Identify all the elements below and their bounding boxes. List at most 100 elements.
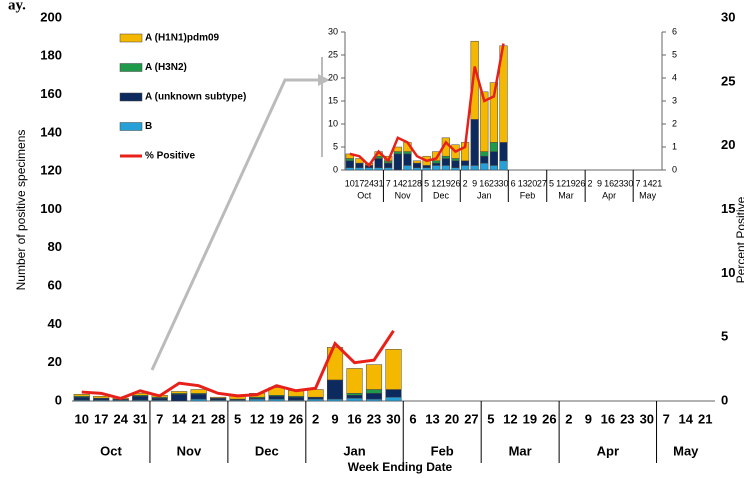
x-tick-label: 13: [518, 178, 528, 188]
y2-tick-label: 0: [721, 392, 728, 407]
bar-segment: [432, 165, 441, 171]
x-group-label: Dec: [255, 443, 279, 458]
x-tick-label: 9: [585, 411, 592, 426]
y-axis-title: Number of positive specimens: [14, 130, 28, 291]
bar-segment: [345, 160, 354, 168]
bar-segment: [190, 394, 207, 400]
x-group-label: Jan: [477, 190, 492, 200]
bar-segment: [210, 397, 227, 401]
x-group-label: Dec: [433, 190, 450, 200]
bar-segment: [374, 158, 383, 168]
bar-segment: [412, 160, 422, 164]
x-group-label: Feb: [431, 443, 454, 458]
y2-tick-label: 1: [672, 141, 677, 151]
bar-segment: [499, 142, 508, 162]
bar-segment: [432, 160, 441, 164]
bar-segment: [365, 389, 383, 394]
legend-label: B: [145, 121, 152, 132]
x-group-label: Feb: [520, 190, 536, 200]
bar-segment: [480, 91, 489, 152]
x-tick-label: 7: [386, 178, 391, 188]
x-tick-label: 30: [640, 411, 654, 426]
x-tick-label: 2: [463, 178, 468, 188]
x-tick-label: 16: [604, 178, 614, 188]
x-group-label: May: [673, 443, 699, 458]
x-tick-label: 12: [250, 411, 264, 426]
x-group-label: Mar: [509, 443, 532, 458]
bar-segment: [489, 142, 498, 152]
bar-segment: [73, 394, 90, 397]
line-series: [349, 43, 505, 168]
bar-segment: [393, 151, 402, 155]
x-tick-label: 5: [234, 411, 241, 426]
bar-segment: [489, 151, 498, 166]
bar-segment: [432, 162, 441, 166]
y-tick-label: 20: [48, 354, 62, 369]
y-tick-label: 180: [40, 48, 62, 63]
bar-segment: [171, 391, 188, 394]
x-tick-label: 19: [566, 178, 576, 188]
bar-segment: [422, 165, 431, 168]
y-tick-label: 5: [333, 141, 338, 151]
x-tick-label: 26: [542, 411, 556, 426]
x-tick-label: 23: [620, 411, 634, 426]
x-tick-label: 20: [445, 411, 459, 426]
bar-segment: [403, 165, 412, 171]
x-tick-label: 28: [412, 178, 422, 188]
bar-segment: [365, 364, 383, 390]
bar-segment: [327, 398, 344, 402]
bar-segment: [470, 165, 479, 171]
legend-swatch: [119, 122, 143, 131]
x-tick-label: 6: [511, 178, 516, 188]
y-tick-label: 20: [328, 72, 338, 82]
bar-segment: [327, 379, 344, 400]
x-tick-label: 31: [374, 178, 384, 188]
bar-segment: [412, 162, 422, 168]
y2-tick-label: 5: [672, 49, 677, 59]
bar-segment: [93, 397, 110, 401]
x-tick-label: 21: [402, 178, 412, 188]
bar-segment: [393, 146, 402, 152]
x-tick-label: 16: [479, 178, 489, 188]
bar-segment: [190, 389, 207, 394]
y2-tick-label: 20: [721, 137, 735, 152]
x-group-label: Mar: [558, 190, 574, 200]
x-tick-label: 5: [487, 411, 494, 426]
x-tick-label: 9: [597, 178, 602, 188]
x-tick-label: 10: [75, 411, 89, 426]
legend-swatch: [119, 92, 143, 102]
bar-segment: [489, 165, 498, 171]
y2-tick-label: 3: [672, 95, 677, 105]
y2-tick-label: 6: [672, 26, 677, 36]
bar-segment: [403, 151, 412, 155]
bar-segment: [451, 158, 460, 162]
x-tick-label: 9: [331, 411, 338, 426]
bar-segment: [441, 155, 450, 159]
bar-segment: [374, 167, 383, 171]
x-tick-label: 7: [663, 411, 670, 426]
bar-segment: [345, 158, 354, 162]
bar-segment: [403, 153, 412, 166]
y-tick-label: 120: [40, 163, 62, 178]
bar-segment: [346, 368, 363, 394]
x-tick-label: 6: [409, 411, 416, 426]
x-tick-label: 16: [347, 411, 361, 426]
x-tick-label: 14: [643, 178, 653, 188]
x-tick-label: 13: [425, 411, 439, 426]
x-tick-label: 5: [549, 178, 554, 188]
bar-segment: [489, 82, 498, 143]
x-axis-title: Week Ending Date: [348, 460, 453, 474]
bar-segment: [346, 395, 363, 399]
y-tick-label: 60: [48, 278, 62, 293]
bar-segment: [249, 398, 266, 402]
bar-segment: [451, 160, 460, 168]
bar-segment: [422, 167, 431, 171]
y-tick-label: 0: [333, 164, 338, 174]
bar-segment: [210, 396, 227, 399]
legend-swatch: [119, 63, 143, 72]
y-tick-label: 40: [48, 316, 62, 331]
legend-label: A (unknown subtype): [145, 92, 246, 103]
y2-tick-label: 4: [672, 72, 677, 82]
y2-axis-title: Percent Positive: [734, 196, 744, 283]
